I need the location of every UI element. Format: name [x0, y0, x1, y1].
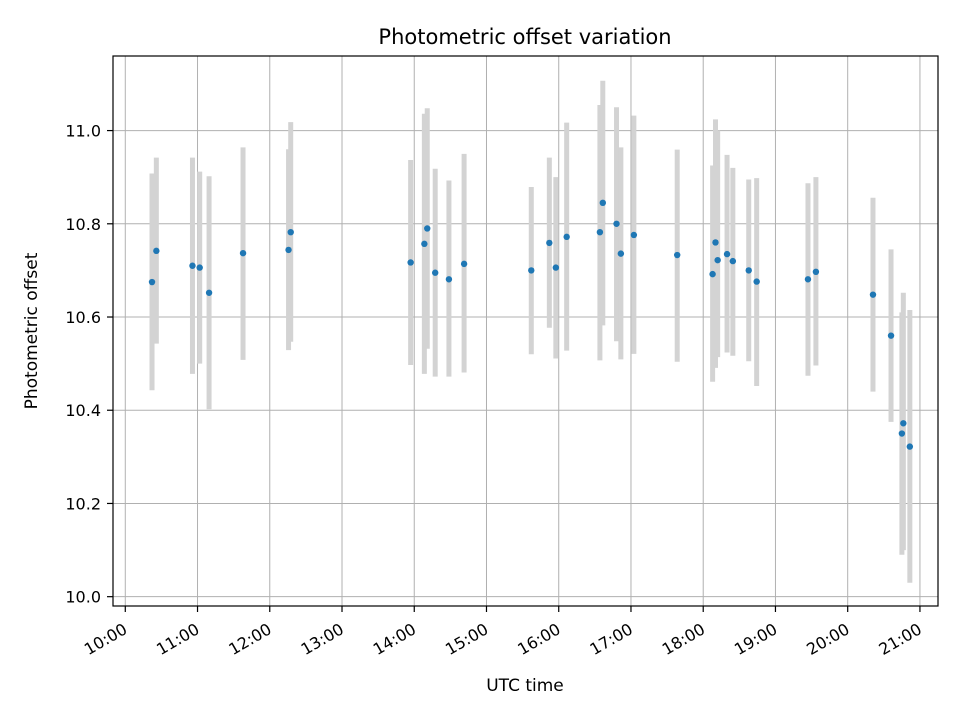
- grid-lines: [113, 56, 938, 606]
- data-point: [729, 257, 737, 265]
- y-tick-label: 10.8: [65, 215, 101, 234]
- x-axis-title: UTC time: [486, 676, 564, 696]
- data-point: [287, 228, 294, 236]
- data-point: [630, 231, 638, 239]
- data-point: [887, 332, 895, 339]
- data-point: [460, 260, 468, 268]
- y-axis-ticks: 10.0 10.2 10.4 10.6 10.8 11.0: [65, 122, 113, 607]
- data-point: [407, 259, 414, 266]
- y-tick-label: 10.0: [65, 588, 101, 607]
- data-point: [812, 268, 820, 276]
- data-point: [869, 291, 877, 298]
- data-point: [674, 251, 681, 259]
- data-points: [148, 199, 914, 450]
- data-point: [239, 249, 247, 257]
- data-point: [196, 264, 203, 271]
- plot-area-frame: [112, 55, 939, 607]
- data-point: [153, 247, 160, 255]
- data-point: [753, 278, 760, 285]
- data-point: [285, 246, 292, 254]
- data-point: [563, 233, 570, 241]
- data-point: [613, 220, 620, 227]
- chart-title: Photometric offset variation: [378, 25, 671, 49]
- data-point: [599, 199, 606, 207]
- data-point: [804, 276, 812, 283]
- y-tick-label: 10.2: [65, 494, 101, 513]
- data-point: [421, 240, 428, 248]
- data-point: [431, 269, 439, 276]
- y-tick-label: 10.4: [65, 401, 101, 420]
- data-point: [723, 250, 731, 258]
- data-point: [714, 256, 721, 264]
- data-point: [445, 276, 453, 283]
- y-tick-label: 11.0: [65, 122, 101, 141]
- data-point: [148, 278, 156, 286]
- data-point: [424, 225, 431, 232]
- data-point: [900, 420, 907, 427]
- data-point: [596, 228, 604, 236]
- data-point: [617, 250, 625, 257]
- data-point: [189, 262, 196, 269]
- data-point: [552, 264, 560, 271]
- data-point: [205, 289, 213, 296]
- data-point: [546, 239, 553, 247]
- data-point: [709, 270, 716, 278]
- data-point: [906, 443, 914, 450]
- data-point: [528, 267, 535, 274]
- data-point: [745, 267, 752, 274]
- y-axis-title: Photometric offset: [22, 252, 42, 409]
- data-point: [898, 430, 906, 437]
- y-tick-label: 10.6: [65, 308, 101, 327]
- data-point: [712, 239, 719, 246]
